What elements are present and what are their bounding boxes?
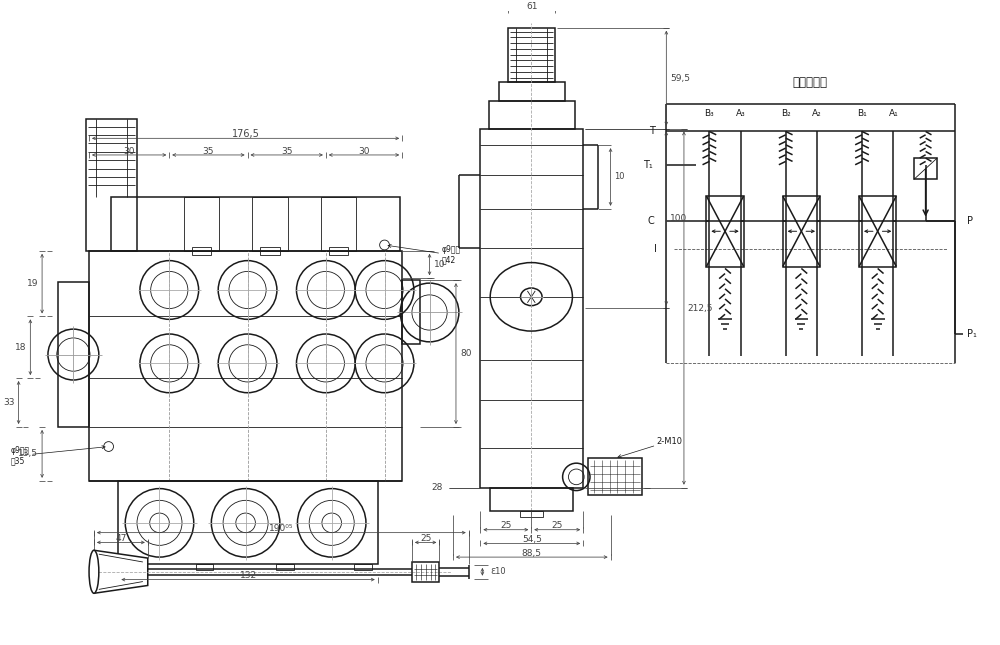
Text: A₂: A₂ xyxy=(812,110,822,119)
Text: 10: 10 xyxy=(614,172,625,181)
Bar xyxy=(89,251,402,481)
Text: 13,5: 13,5 xyxy=(18,450,38,459)
Text: 25: 25 xyxy=(552,521,563,530)
Bar xyxy=(508,28,555,81)
Text: A₃: A₃ xyxy=(736,110,746,119)
Text: 35: 35 xyxy=(203,146,214,155)
Bar xyxy=(499,81,565,101)
Text: 88,5: 88,5 xyxy=(522,549,542,558)
Bar xyxy=(252,197,288,251)
Text: 212,5: 212,5 xyxy=(688,304,713,313)
Text: 35: 35 xyxy=(281,146,292,155)
Text: T: T xyxy=(649,126,655,137)
Text: ℇ10: ℇ10 xyxy=(490,567,506,576)
Text: 25: 25 xyxy=(420,534,431,543)
Bar xyxy=(706,196,744,266)
Text: P₁: P₁ xyxy=(967,329,977,339)
Bar xyxy=(783,196,820,266)
Text: C: C xyxy=(648,217,655,226)
Bar xyxy=(196,564,213,570)
Bar xyxy=(58,282,89,427)
Bar xyxy=(118,481,378,564)
Text: 液压原理图: 液压原理图 xyxy=(793,76,828,89)
Text: 25: 25 xyxy=(500,521,512,530)
Bar xyxy=(111,197,400,251)
Bar xyxy=(490,488,573,511)
Text: I: I xyxy=(654,244,657,254)
Text: 80: 80 xyxy=(460,349,471,358)
Text: B₁: B₁ xyxy=(857,110,867,119)
Text: 47: 47 xyxy=(115,534,127,543)
Bar xyxy=(260,247,280,255)
Bar xyxy=(402,280,420,344)
Bar xyxy=(480,128,583,488)
Bar xyxy=(192,247,211,255)
Text: 59,5: 59,5 xyxy=(670,74,690,83)
Bar xyxy=(276,564,294,570)
Text: 33: 33 xyxy=(3,398,15,407)
Text: B₂: B₂ xyxy=(781,110,791,119)
Text: 30: 30 xyxy=(358,146,370,155)
Text: 132: 132 xyxy=(239,571,257,580)
Text: φ9盲孔
深42: φ9盲孔 深42 xyxy=(388,244,460,264)
Text: 10: 10 xyxy=(433,260,445,269)
Bar xyxy=(329,247,348,255)
Bar xyxy=(489,101,575,128)
Text: 100: 100 xyxy=(670,213,687,223)
Text: A₁: A₁ xyxy=(888,110,898,119)
Bar xyxy=(859,196,896,266)
Text: 176,5: 176,5 xyxy=(232,130,260,139)
Text: 190⁰⁵: 190⁰⁵ xyxy=(269,524,294,533)
Text: 2-M10: 2-M10 xyxy=(618,437,683,458)
Text: P: P xyxy=(967,217,973,226)
Ellipse shape xyxy=(89,550,99,593)
Text: 18: 18 xyxy=(15,342,26,352)
Text: 54,5: 54,5 xyxy=(522,535,542,544)
Text: 61: 61 xyxy=(526,2,538,11)
Text: T₁: T₁ xyxy=(643,160,653,170)
Polygon shape xyxy=(94,550,148,593)
Bar xyxy=(588,459,642,495)
Bar xyxy=(914,158,937,179)
Text: 30: 30 xyxy=(123,146,135,155)
Bar xyxy=(354,564,372,570)
Text: 19: 19 xyxy=(27,279,38,288)
Bar xyxy=(412,562,439,582)
Text: φ9盲孔
深35: φ9盲孔 深35 xyxy=(11,446,105,465)
Bar xyxy=(184,197,219,251)
Text: B₃: B₃ xyxy=(705,110,714,119)
Bar xyxy=(321,197,356,251)
Bar xyxy=(520,511,543,517)
Text: 28: 28 xyxy=(431,483,442,492)
Bar xyxy=(119,564,137,570)
Bar xyxy=(86,119,137,251)
